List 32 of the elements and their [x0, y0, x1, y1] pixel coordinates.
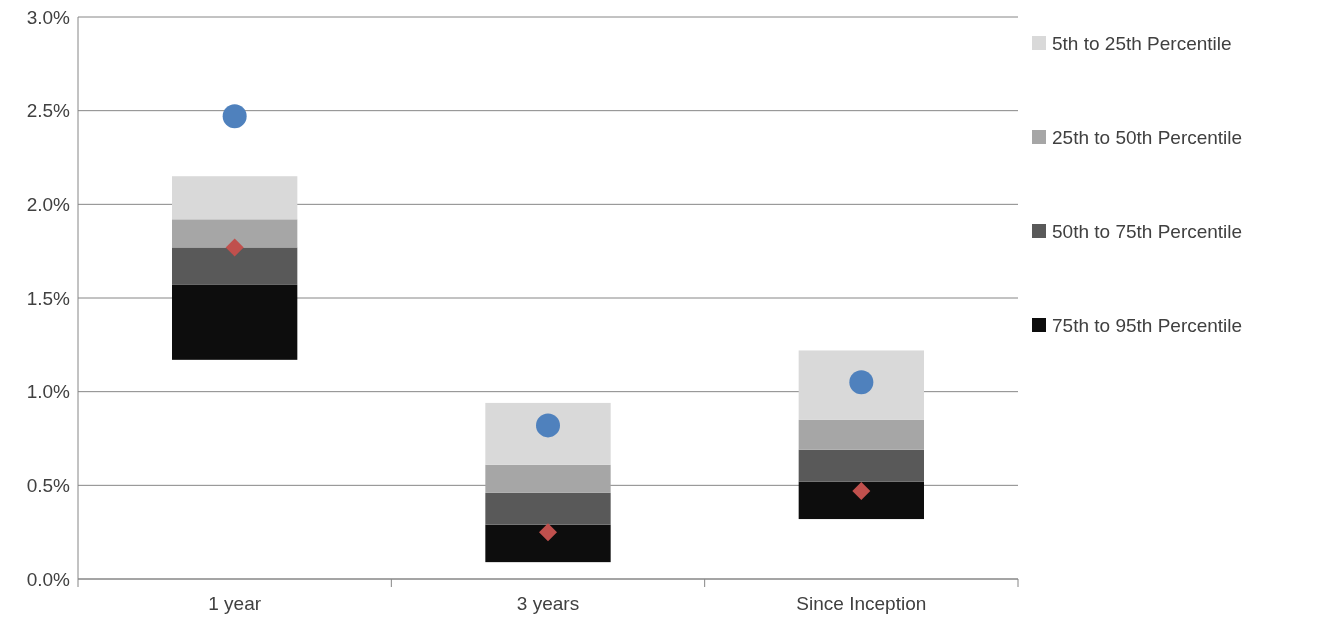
y-tick-label: 0.5% — [26, 474, 71, 496]
y-tick-label: 0.0% — [26, 568, 71, 590]
y-tick-label: 2.0% — [26, 193, 71, 215]
bar — [172, 176, 298, 220]
bar — [485, 524, 611, 563]
bar — [798, 419, 924, 450]
point — [222, 104, 247, 129]
bar — [485, 402, 611, 465]
x-tick-label: Since Inception — [796, 593, 927, 614]
x-tick-label: 1 year — [208, 593, 262, 614]
y-tick-label: 1.0% — [26, 381, 71, 403]
y-tick-label: 2.5% — [26, 100, 71, 122]
point — [539, 523, 557, 542]
y-tick-label: 1.5% — [26, 287, 71, 309]
bar — [798, 481, 924, 520]
bar — [172, 284, 298, 360]
bar — [798, 449, 924, 482]
legend-label: 5th to 25th Percentile — [1052, 32, 1232, 54]
bar — [172, 219, 298, 248]
legend-label: 25th to 50th Percentile — [1052, 126, 1243, 148]
y-tick-label: 3.0% — [26, 6, 71, 28]
point — [225, 238, 244, 257]
bar — [798, 350, 924, 420]
point — [536, 413, 560, 438]
point — [849, 370, 874, 395]
x-tick-label: 3 years — [516, 593, 580, 614]
bar — [172, 247, 298, 285]
legend-label: 75th to 95th Percentile — [1052, 314, 1243, 336]
bar — [485, 492, 611, 525]
point — [852, 481, 871, 500]
legend-label: 50th to 75th Percentile — [1052, 220, 1243, 242]
bar — [485, 464, 611, 493]
